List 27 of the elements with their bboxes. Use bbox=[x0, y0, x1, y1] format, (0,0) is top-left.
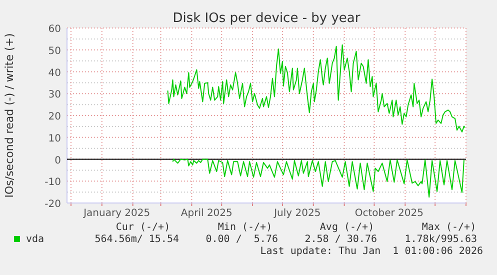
y-tick-label: 40 bbox=[48, 68, 61, 79]
y-tick-label: -10 bbox=[44, 177, 61, 188]
text: Min (-/+) bbox=[218, 222, 272, 233]
text: 1.78k/995.63 bbox=[404, 234, 477, 245]
x-tick-label: January 2025 bbox=[82, 208, 150, 219]
text: Last update: Thu Jan 1 01:00:06 2026 bbox=[260, 246, 483, 257]
y-tick-label: 60 bbox=[48, 24, 61, 35]
x-tick-label: April 2025 bbox=[180, 208, 232, 219]
x-tick-label: October 2025 bbox=[354, 208, 424, 219]
line-series bbox=[172, 158, 465, 198]
text: 0.00 / 5.76 bbox=[206, 234, 278, 245]
text: 564.56m/ 15.54 bbox=[94, 234, 179, 245]
y-tick-label: -20 bbox=[44, 199, 61, 210]
text: Cur (-/+) bbox=[116, 222, 170, 233]
y-axis-title: IOs/second read (-) / write (+) bbox=[3, 33, 16, 198]
text: Avg (-/+) bbox=[320, 222, 374, 233]
y-tick-label: 10 bbox=[48, 133, 61, 144]
chart-title: Disk IOs per device - by year bbox=[172, 11, 361, 26]
y-tick-label: 0 bbox=[54, 155, 61, 166]
y-tick-label: 30 bbox=[48, 90, 61, 101]
line-series bbox=[167, 44, 466, 132]
text: 2.58 / 30.76 bbox=[304, 234, 377, 245]
y-tick-label: 20 bbox=[48, 112, 61, 122]
y-tick-label: 50 bbox=[48, 46, 61, 57]
text: Max (-/+) bbox=[422, 222, 476, 233]
x-tick-label: July 2025 bbox=[273, 208, 321, 219]
legend-label: vda bbox=[26, 234, 44, 245]
